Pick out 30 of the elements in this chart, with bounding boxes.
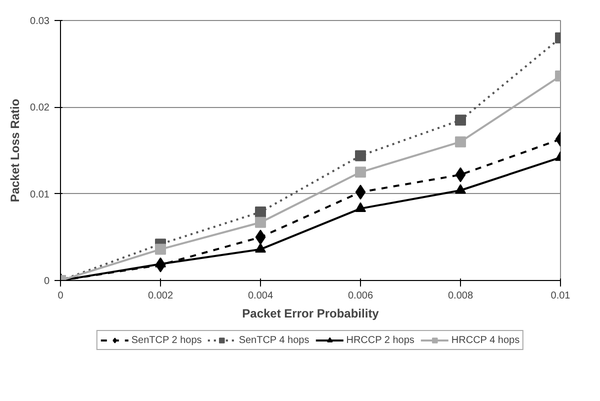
legend-label: SenTCP 4 hops xyxy=(238,334,310,346)
point xyxy=(355,184,366,200)
point xyxy=(155,258,166,268)
point xyxy=(455,184,466,194)
x-tick-label: 0.006 xyxy=(348,290,374,302)
point xyxy=(355,166,366,178)
point xyxy=(355,150,366,162)
point xyxy=(255,206,266,218)
legend-label: HRCCP 2 hops xyxy=(346,334,414,346)
legend-label: HRCCP 4 hops xyxy=(451,334,520,346)
point xyxy=(255,243,266,253)
y-tick-label: 0.03 xyxy=(30,16,50,27)
x-tick-label: 0.004 xyxy=(248,290,274,302)
y-tick-label: 0 xyxy=(44,276,50,287)
y-axis-title: Packet Loss Ratio xyxy=(8,98,22,202)
point xyxy=(455,114,466,126)
x-axis-title: Packet Error Probability xyxy=(242,306,380,320)
x-tick-label: 0.008 xyxy=(448,290,474,302)
point xyxy=(455,167,466,182)
point xyxy=(255,230,266,245)
y-tick-label: 0.02 xyxy=(30,102,50,114)
point xyxy=(355,202,366,212)
point xyxy=(455,136,466,148)
legend-label: SenTCP 2 hops xyxy=(131,334,202,346)
point xyxy=(255,216,266,228)
point xyxy=(155,244,166,255)
y-tick-label: 0.01 xyxy=(30,189,50,200)
x-tick-label: 0.01 xyxy=(550,290,571,302)
x-tick-label: 0.002 xyxy=(148,290,174,302)
x-tick-label: 0 xyxy=(58,290,64,302)
